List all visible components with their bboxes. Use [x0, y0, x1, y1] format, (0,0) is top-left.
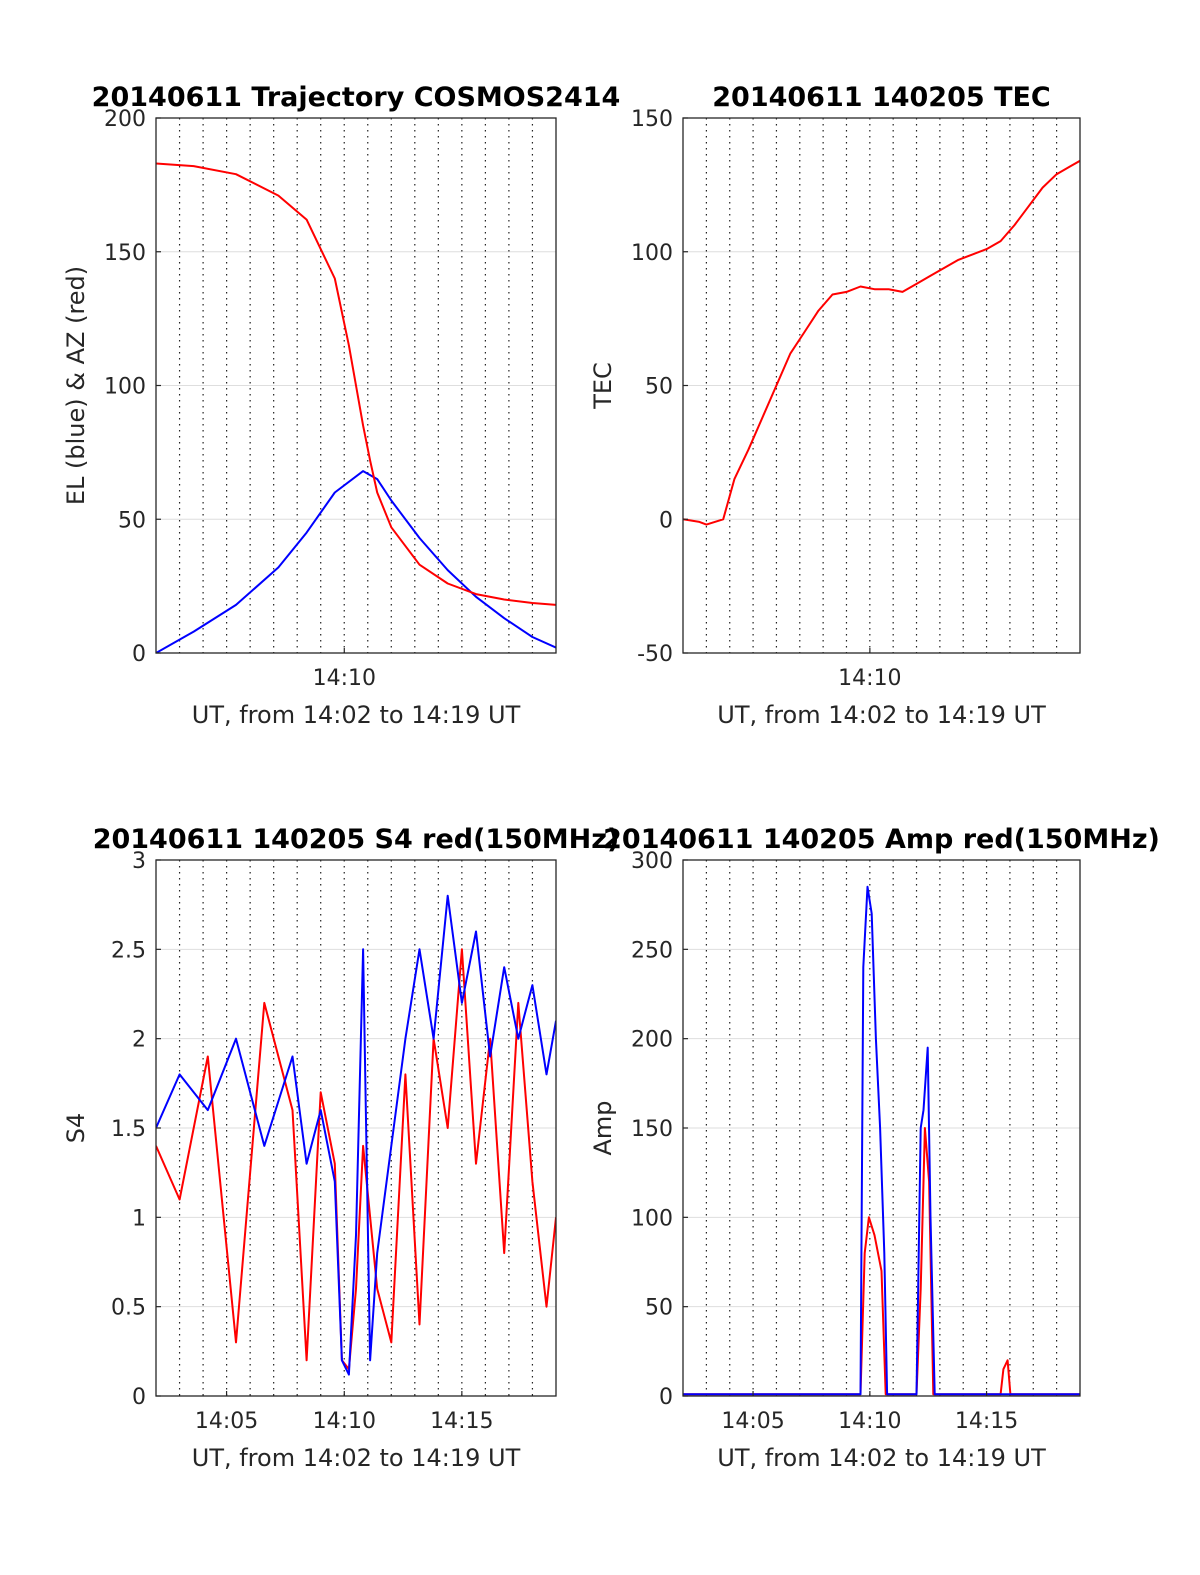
- plot3-ytick-label-2: 1: [132, 1206, 146, 1231]
- plot3-xtick-label-1: 14:10: [313, 1409, 376, 1434]
- plot4: 0 50 100 150 200 250 300 14:05 14:10 14:15 2014061…: [589, 824, 1160, 1472]
- plot1-ytick-label-4: 200: [104, 107, 146, 132]
- plot3: 0 0.5 1 1.5 2 2.5 3 14:05 14:10 14:15 20140611 140…: [62, 824, 619, 1472]
- plot2-xtick-label-0: 14:10: [838, 666, 901, 691]
- plot3-title: 20140611 140205 S4 red(150MHz): [93, 824, 620, 855]
- plot1: 0 50 100 150 200 14:10 20140611 Trajectory COS…: [62, 82, 620, 729]
- plot1-series-group: [156, 162, 556, 653]
- plot4-ytick-label-3: 150: [631, 1117, 673, 1142]
- plot3-series-group: [156, 894, 556, 1376]
- plot4-ytick-label-5: 250: [631, 938, 673, 963]
- plot4-ytick-label-2: 100: [631, 1206, 673, 1231]
- plot1-title: 20140611 Trajectory COSMOS2414: [92, 82, 621, 113]
- plot1-xlabel: UT, from 14:02 to 14:19 UT: [192, 701, 521, 729]
- plot3-ytick-label-3: 1.5: [111, 1117, 146, 1142]
- plot3-ytick-label-6: 3: [132, 849, 146, 874]
- plot1-ytick-label-3: 150: [104, 241, 146, 266]
- plot4-ytick-label-6: 300: [631, 849, 673, 874]
- plot3-ytick-label-4: 2: [132, 1028, 146, 1053]
- plot3-ytick-label-0: 0: [132, 1385, 146, 1410]
- plot4-title: 20140611 140205 Amp red(150MHz): [603, 824, 1160, 855]
- plot2-ytick-label-3: 100: [631, 241, 673, 266]
- plot1-ytick-label-2: 100: [104, 375, 146, 400]
- plot1-ytick-label-1: 50: [118, 508, 146, 533]
- plot1-ytick-label-0: 0: [132, 642, 146, 667]
- plot2-series-group: [683, 159, 1080, 526]
- plot4-ytick-label-0: 0: [659, 1385, 673, 1410]
- plot1-ylabel: EL (blue) & AZ (red): [62, 266, 90, 505]
- plot4-ytick-label-1: 50: [645, 1296, 673, 1321]
- plot3-xtick-label-0: 14:05: [195, 1409, 258, 1434]
- plot4-series-2-line: [683, 885, 1080, 1396]
- plot3-ylabel: S4: [62, 1113, 90, 1144]
- plot4-ylabel: Amp: [589, 1100, 617, 1155]
- plot3-ytick-label-5: 2.5: [111, 938, 146, 963]
- plot3-series-2-line: [156, 894, 556, 1376]
- plot2-title: 20140611 140205 TEC: [712, 82, 1051, 113]
- plot1-series-2-line: [156, 162, 556, 606]
- plot2-ytick-label-0: -50: [637, 642, 673, 667]
- plot3-series-1-line: [156, 948, 556, 1371]
- plot3-xlabel: UT, from 14:02 to 14:19 UT: [192, 1444, 521, 1472]
- plot4-xtick-label-2: 14:15: [955, 1409, 1018, 1434]
- plot1-xtick-label-0: 14:10: [313, 666, 376, 691]
- plot2-ylabel: TEC: [589, 362, 617, 410]
- plot2-ytick-label-1: 0: [659, 508, 673, 533]
- plot4-xtick-label-1: 14:10: [838, 1409, 901, 1434]
- plot4-xtick-label-0: 14:05: [721, 1409, 784, 1434]
- plot4-xlabel: UT, from 14:02 to 14:19 UT: [717, 1444, 1046, 1472]
- plot3-ytick-label-1: 0.5: [111, 1296, 146, 1321]
- plot2-series-1-line: [683, 159, 1080, 526]
- plot2-ytick-label-4: 150: [631, 107, 673, 132]
- plot4-series-group: [683, 885, 1080, 1396]
- plot2-xlabel: UT, from 14:02 to 14:19 UT: [717, 701, 1046, 729]
- plot1-series-1-line: [156, 470, 556, 653]
- plot3-xtick-label-2: 14:15: [430, 1409, 493, 1434]
- plot2-ytick-label-2: 50: [645, 375, 673, 400]
- plot4-ytick-label-4: 200: [631, 1028, 673, 1053]
- plot2: -50 0 50 100 150 14:10 20140611 140205 TEC UT, …: [589, 82, 1081, 729]
- plot4-series-1-line: [683, 1127, 1080, 1396]
